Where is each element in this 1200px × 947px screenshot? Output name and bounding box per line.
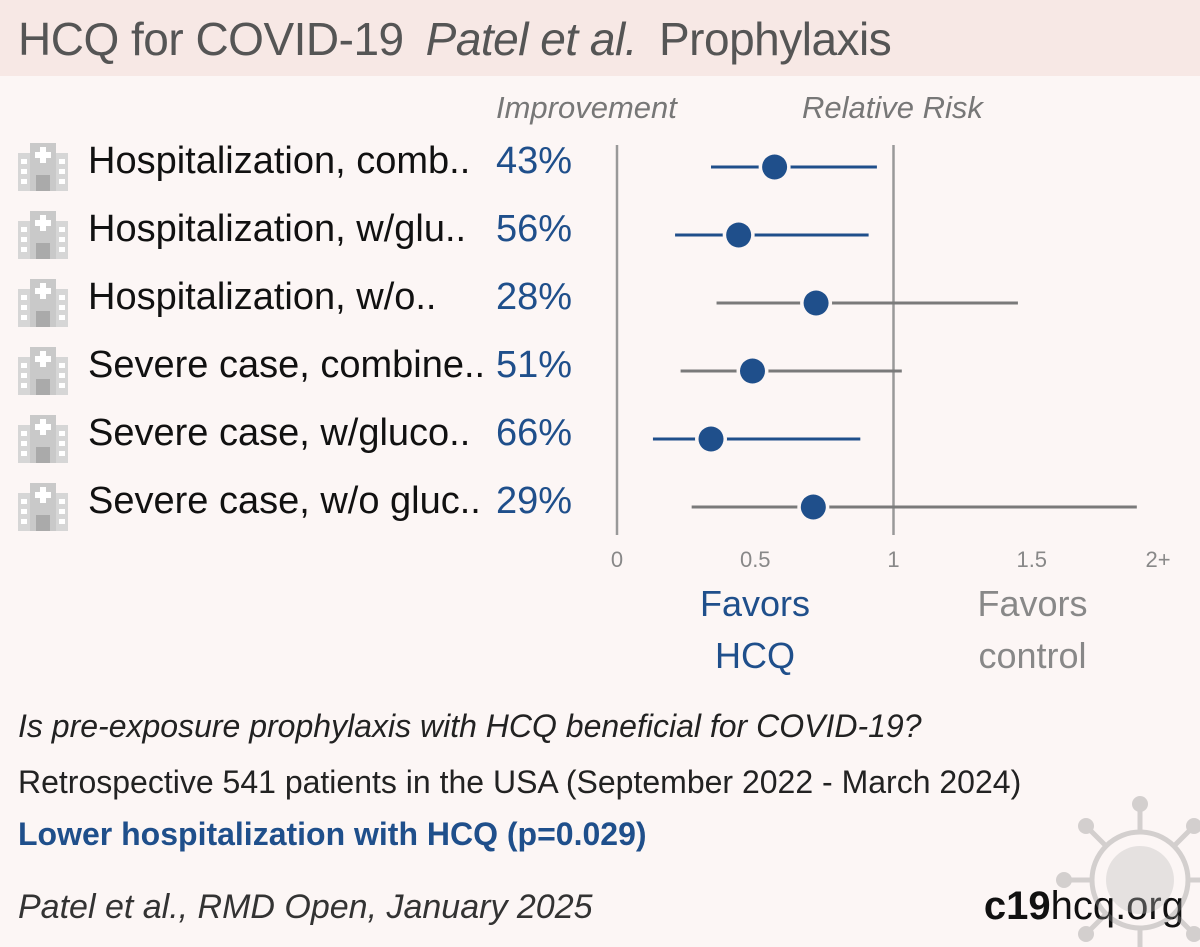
site-rest: hcq.org [1050,884,1184,928]
hospital-icon [16,207,70,261]
study-conclusion: Lower hospitalization with HCQ (p=0.029) [18,816,647,852]
site-bold: c19 [983,884,1051,928]
hospital-icon [16,139,70,193]
favors-hcq-line2: HCQ [715,635,795,676]
study-citation: Patel et al., RMD Open, January 2025 [18,888,593,926]
point-estimate [698,426,724,452]
title-setting: Prophylaxis [659,13,892,65]
point-estimate [762,154,788,180]
outcome-label: Severe case, combine.. [88,344,486,386]
favors-control-line2: control [978,635,1087,676]
x-tick-label: 2+ [1145,547,1170,572]
favors-control-line1: Favors [977,583,1088,624]
outcome-label: Severe case, w/o gluc.. [88,480,481,522]
title-treatment: HCQ for COVID-19 [18,13,404,65]
hospital-icon [16,479,70,533]
page-title: HCQ for COVID-19 Patel et al. Prophylaxis [18,12,892,66]
point-estimate [726,222,752,248]
improvement-column-header: Improvement [496,90,677,125]
virus-icon [1056,796,1200,947]
point-estimate [800,494,826,520]
study-details: Retrospective 541 patients in the USA (S… [18,764,1022,800]
x-tick-label: 1.5 [1016,547,1047,572]
favors-control-label: Favors control [940,578,1125,682]
outcome-label: Severe case, w/gluco.. [88,412,471,454]
hospital-icon [16,343,70,397]
title-author: Patel et al. [425,13,638,65]
improvement-value: 43% [496,140,573,182]
favors-hcq-label: Favors HCQ [670,578,840,682]
improvement-value: 56% [496,208,573,250]
hospital-icon [16,275,70,329]
site-link[interactable]: c19hcq.org [984,884,1184,929]
title-bar: HCQ for COVID-19 Patel et al. Prophylaxis [0,0,1200,76]
x-tick-label: 0 [611,547,623,572]
favors-hcq-line1: Favors [699,583,811,624]
x-tick-label: 0.5 [740,547,771,572]
x-tick-label: 1 [887,547,899,572]
improvement-value: 28% [496,276,573,318]
relative-risk-column-header: Relative Risk [802,90,983,125]
point-estimate [739,358,765,384]
outcome-label: Hospitalization, w/glu.. [88,208,467,250]
improvement-value: 29% [496,480,573,522]
improvement-value: 51% [496,344,573,386]
point-estimate [803,290,829,316]
outcome-label: Hospitalization, comb.. [88,140,471,182]
outcome-label: Hospitalization, w/o.. [88,276,437,318]
hospital-icon [16,411,70,465]
study-question: Is pre-exposure prophylaxis with HCQ ben… [18,708,922,744]
improvement-value: 66% [496,412,573,454]
